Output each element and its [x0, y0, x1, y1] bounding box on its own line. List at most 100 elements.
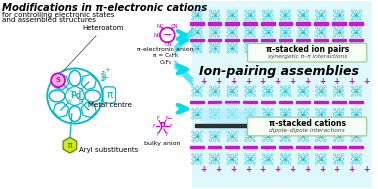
Text: +: + [333, 165, 340, 174]
Text: +: + [245, 165, 251, 174]
Bar [349, 101, 363, 103]
Text: +: + [289, 77, 296, 86]
Bar [208, 22, 222, 25]
Text: ]: ] [101, 70, 105, 80]
Text: +: + [304, 165, 310, 174]
Text: CN: CN [170, 24, 178, 29]
Text: +: + [333, 77, 340, 86]
Bar [190, 39, 204, 41]
Text: π: π [106, 90, 112, 100]
Ellipse shape [199, 109, 263, 119]
Text: +: + [274, 77, 281, 86]
Bar [296, 146, 310, 148]
Bar [332, 146, 345, 148]
Bar [261, 146, 275, 148]
Ellipse shape [199, 103, 263, 116]
Text: +: + [260, 165, 266, 174]
Text: Modifications in π-electronic cations: Modifications in π-electronic cations [2, 3, 207, 13]
Ellipse shape [199, 124, 263, 136]
Text: N: N [67, 99, 71, 104]
Bar [208, 39, 222, 41]
Bar [296, 101, 310, 103]
Text: +: + [245, 77, 251, 86]
Text: N: N [79, 99, 82, 104]
Text: +: + [230, 77, 236, 86]
Circle shape [51, 73, 65, 87]
Text: Heteroatom: Heteroatom [63, 25, 124, 71]
Bar [195, 124, 318, 127]
Bar [243, 146, 257, 148]
Text: +: + [230, 165, 236, 174]
Text: F: F [166, 132, 168, 137]
Bar [192, 2, 372, 187]
Text: F: F [170, 124, 173, 129]
Text: π-stacked cations: π-stacked cations [269, 119, 345, 128]
Bar [314, 146, 328, 148]
Bar [296, 39, 310, 41]
Text: +: + [363, 77, 369, 86]
Text: +: + [348, 77, 355, 86]
Text: F: F [166, 116, 168, 121]
Bar [261, 22, 275, 25]
Text: π = C₆H₅: π = C₆H₅ [153, 53, 178, 58]
Text: +: + [319, 77, 325, 86]
Text: +: + [304, 77, 310, 86]
Bar [349, 22, 363, 25]
Bar [225, 101, 239, 103]
Text: ]+: ]+ [99, 72, 109, 81]
Text: Pd: Pd [70, 91, 81, 101]
Text: CN: CN [164, 42, 172, 47]
Text: Metal centre: Metal centre [77, 98, 132, 108]
Text: NC: NC [154, 33, 161, 38]
Text: synergetic π–π interactions: synergetic π–π interactions [268, 54, 347, 59]
Text: Aryl substituents: Aryl substituents [73, 147, 138, 153]
Text: π-electronic anion: π-electronic anion [137, 47, 194, 52]
Text: N: N [79, 88, 82, 93]
Bar [296, 22, 310, 25]
Text: F: F [156, 132, 160, 137]
Bar [261, 39, 275, 41]
Text: +: + [201, 165, 207, 174]
Bar [208, 146, 222, 148]
Bar [332, 39, 345, 41]
Text: N: N [67, 88, 71, 93]
Text: −: − [166, 116, 172, 122]
Bar [225, 22, 239, 25]
Bar [279, 39, 292, 41]
Text: C₆F₅: C₆F₅ [159, 60, 172, 65]
Text: bulky anion: bulky anion [144, 141, 181, 146]
Text: F: F [156, 116, 160, 121]
Text: +: + [260, 77, 266, 86]
Text: +: + [348, 165, 355, 174]
Text: +: + [215, 165, 222, 174]
Bar [314, 39, 328, 41]
Text: +: + [215, 77, 222, 86]
Ellipse shape [199, 121, 263, 130]
Bar [314, 22, 328, 25]
Text: NC: NC [157, 24, 164, 29]
Bar [225, 146, 239, 148]
Bar [279, 101, 292, 103]
Text: F: F [152, 124, 155, 129]
Bar [349, 39, 363, 41]
Bar [332, 101, 345, 103]
Text: P: P [160, 122, 165, 131]
Text: +: + [289, 165, 296, 174]
Text: −: − [163, 30, 172, 40]
Text: Ion-pairing assemblies: Ion-pairing assemblies [198, 65, 359, 78]
Bar [243, 39, 257, 41]
FancyBboxPatch shape [248, 117, 367, 136]
Text: +: + [363, 165, 369, 174]
Bar [208, 101, 222, 103]
Text: dipole–dipole interactions: dipole–dipole interactions [269, 128, 345, 133]
Text: π-stacked ion pairs: π-stacked ion pairs [265, 45, 349, 54]
Bar [190, 101, 204, 103]
Text: π: π [68, 141, 72, 150]
Polygon shape [63, 137, 77, 153]
Bar [332, 22, 345, 25]
Bar [243, 101, 257, 103]
Bar [349, 146, 363, 148]
Text: +: + [319, 165, 325, 174]
Text: and assembled structures: and assembled structures [2, 17, 96, 23]
Bar [279, 146, 292, 148]
